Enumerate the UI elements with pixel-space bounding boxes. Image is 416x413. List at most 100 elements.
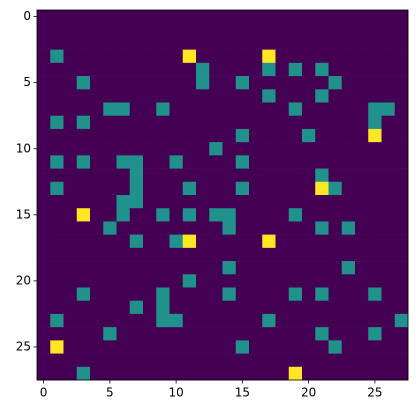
heatmap-cell (182, 128, 197, 143)
heatmap-cell (222, 128, 237, 143)
heatmap-cell (143, 62, 157, 77)
heatmap-cell (328, 313, 343, 328)
heatmap-cell (355, 261, 369, 275)
heatmap-cell (182, 49, 197, 64)
heatmap-cell (129, 195, 144, 209)
heatmap-cell (209, 261, 223, 275)
heatmap-cell (156, 234, 170, 249)
heatmap-cell (302, 115, 316, 130)
heatmap-cell (235, 181, 250, 196)
heatmap-cell (90, 36, 104, 50)
heatmap-cell (50, 142, 64, 156)
heatmap-cell (129, 327, 144, 341)
heatmap-cell (103, 327, 117, 341)
heatmap-cell (143, 221, 157, 235)
heatmap-cell (63, 234, 78, 249)
heatmap-cell (262, 62, 276, 77)
heatmap-cell (235, 36, 250, 50)
heatmap-cell (196, 62, 210, 77)
heatmap-cell (381, 155, 396, 169)
heatmap-cell (90, 89, 104, 103)
heatmap-cell (235, 128, 250, 143)
heatmap-cell (63, 49, 78, 64)
heatmap-cell (249, 89, 263, 103)
heatmap-cell (63, 181, 78, 196)
heatmap-cell (355, 10, 369, 24)
heatmap-cell (328, 36, 343, 50)
heatmap-cell (50, 76, 64, 90)
heatmap-cell (381, 366, 396, 381)
heatmap-cell (209, 49, 223, 64)
heatmap-cell (262, 261, 276, 275)
heatmap-cell (143, 10, 157, 24)
heatmap-cell (381, 128, 396, 143)
heatmap-cell (103, 168, 117, 183)
heatmap-cell (302, 10, 316, 24)
heatmap-cell (103, 247, 117, 262)
heatmap-cell (103, 142, 117, 156)
heatmap-cell (381, 36, 396, 50)
heatmap-cell (196, 221, 210, 235)
heatmap-cell (103, 313, 117, 328)
heatmap-cell (235, 353, 250, 368)
heatmap-cell (394, 327, 409, 341)
heatmap-cell (143, 36, 157, 50)
heatmap-cell (288, 327, 303, 341)
heatmap-cell (143, 49, 157, 64)
heatmap-cell (355, 128, 369, 143)
heatmap-cell (90, 353, 104, 368)
heatmap-cell (37, 10, 51, 24)
heatmap-cell (262, 274, 276, 288)
heatmap-cell (169, 327, 184, 341)
heatmap-cell (90, 300, 104, 315)
heatmap-cell (328, 327, 343, 341)
heatmap-cell (156, 142, 170, 156)
heatmap-cell (262, 168, 276, 183)
heatmap-cell (129, 155, 144, 169)
heatmap-cell (288, 340, 303, 354)
heatmap-cell (235, 313, 250, 328)
heatmap-cell (275, 155, 290, 169)
heatmap-cell (288, 76, 303, 90)
heatmap-cell (381, 300, 396, 315)
heatmap-cell (116, 76, 131, 90)
heatmap-cell (196, 313, 210, 328)
heatmap-cell (249, 300, 263, 315)
heatmap-cell (288, 300, 303, 315)
heatmap-cell (235, 76, 250, 90)
heatmap-cell (76, 23, 91, 37)
heatmap-cell (37, 261, 51, 275)
heatmap-cell (63, 142, 78, 156)
heatmap-cell (341, 10, 356, 24)
heatmap-cell (37, 287, 51, 302)
heatmap-cell (381, 287, 396, 302)
heatmap-cell (394, 89, 409, 103)
heatmap-cell (103, 23, 117, 37)
heatmap-cell (90, 168, 104, 183)
heatmap-cell (249, 195, 263, 209)
y-tick-label: 15 (16, 207, 31, 221)
heatmap-cell (37, 155, 51, 169)
heatmap-cell (222, 168, 237, 183)
heatmap-cell (355, 274, 369, 288)
heatmap-cell (103, 353, 117, 368)
heatmap-cell (63, 313, 78, 328)
heatmap-cell (249, 366, 263, 381)
heatmap-cell (341, 62, 356, 77)
heatmap-cell (50, 195, 64, 209)
heatmap-cell (209, 247, 223, 262)
heatmap-cell (50, 366, 64, 381)
heatmap-cell (116, 340, 131, 354)
heatmap-cell (116, 142, 131, 156)
heatmap-cell (355, 287, 369, 302)
heatmap-cell (355, 313, 369, 328)
heatmap-cell (222, 36, 237, 50)
heatmap-cell (103, 115, 117, 130)
heatmap-cell (315, 287, 329, 302)
heatmap-cell (249, 128, 263, 143)
heatmap-cell (116, 155, 131, 169)
heatmap-cell (328, 234, 343, 249)
heatmap-cell (169, 128, 184, 143)
heatmap-cell (249, 274, 263, 288)
heatmap-cell (169, 36, 184, 50)
